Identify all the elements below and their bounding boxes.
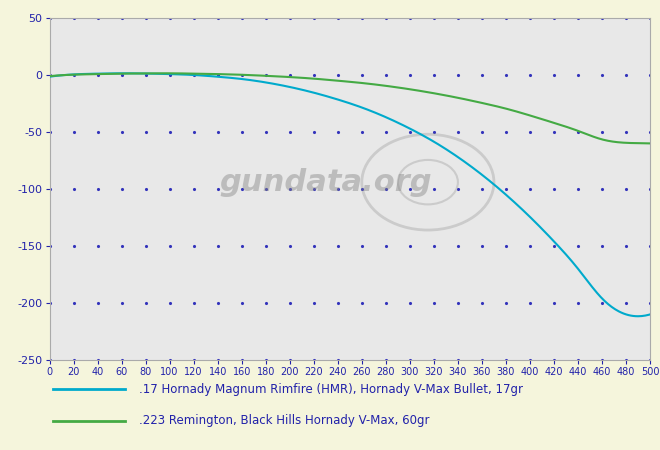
Text: gundata.org: gundata.org	[220, 168, 432, 197]
Text: .17 Hornady Magnum Rimfire (HMR), Hornady V-Max Bullet, 17gr: .17 Hornady Magnum Rimfire (HMR), Hornad…	[139, 383, 523, 396]
Text: .223 Remington, Black Hills Hornady V-Max, 60gr: .223 Remington, Black Hills Hornady V-Ma…	[139, 414, 429, 427]
